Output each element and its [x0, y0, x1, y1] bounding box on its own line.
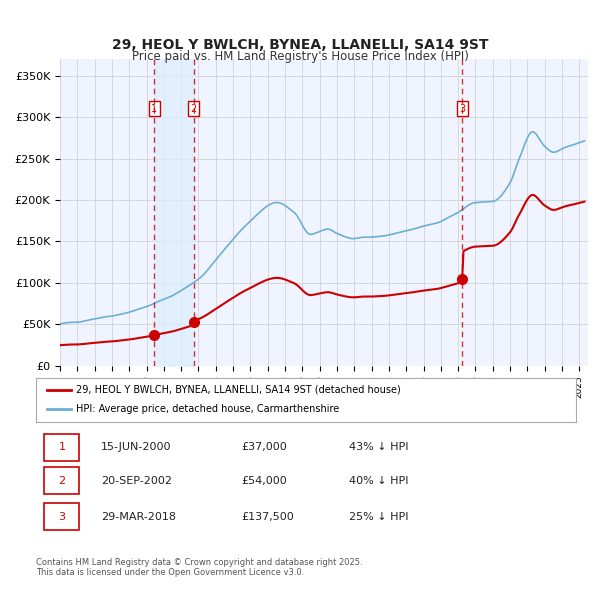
Text: 3: 3: [58, 512, 65, 522]
Text: 2: 2: [191, 104, 197, 114]
Text: 15-JUN-2000: 15-JUN-2000: [101, 442, 172, 452]
Text: 20-SEP-2002: 20-SEP-2002: [101, 476, 172, 486]
Text: 40% ↓ HPI: 40% ↓ HPI: [349, 476, 409, 486]
Text: 1: 1: [58, 442, 65, 452]
FancyBboxPatch shape: [44, 434, 79, 461]
Text: HPI: Average price, detached house, Carmarthenshire: HPI: Average price, detached house, Carm…: [77, 405, 340, 414]
FancyBboxPatch shape: [44, 467, 79, 494]
Text: 29, HEOL Y BWLCH, BYNEA, LLANELLI, SA14 9ST (detached house): 29, HEOL Y BWLCH, BYNEA, LLANELLI, SA14 …: [77, 385, 401, 395]
Text: 2: 2: [58, 476, 65, 486]
Text: £137,500: £137,500: [241, 512, 294, 522]
Text: 29, HEOL Y BWLCH, BYNEA, LLANELLI, SA14 9ST: 29, HEOL Y BWLCH, BYNEA, LLANELLI, SA14 …: [112, 38, 488, 53]
Text: Price paid vs. HM Land Registry's House Price Index (HPI): Price paid vs. HM Land Registry's House …: [131, 50, 469, 63]
Text: 1: 1: [151, 104, 158, 114]
Text: Contains HM Land Registry data © Crown copyright and database right 2025.
This d: Contains HM Land Registry data © Crown c…: [36, 558, 362, 577]
Text: 25% ↓ HPI: 25% ↓ HPI: [349, 512, 409, 522]
Text: 43% ↓ HPI: 43% ↓ HPI: [349, 442, 409, 452]
Text: 3: 3: [459, 104, 466, 114]
Text: £37,000: £37,000: [241, 442, 287, 452]
Text: £54,000: £54,000: [241, 476, 287, 486]
FancyBboxPatch shape: [44, 503, 79, 530]
Text: 29-MAR-2018: 29-MAR-2018: [101, 512, 176, 522]
